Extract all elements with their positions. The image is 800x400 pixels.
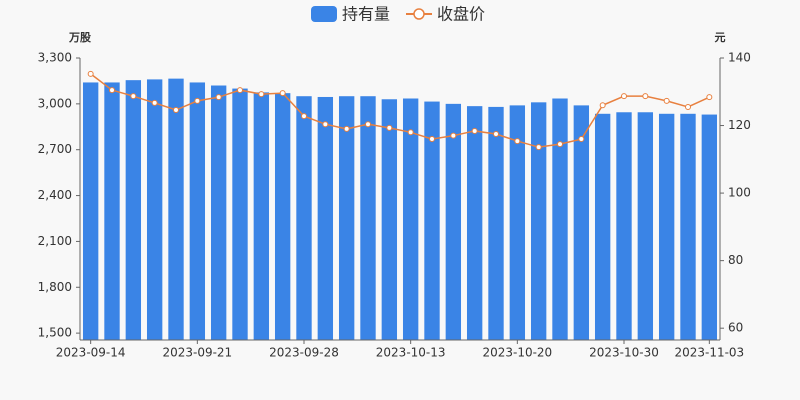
bar: [573, 105, 590, 340]
bar: [82, 82, 99, 340]
x-tick-label: 2023-09-28: [269, 346, 339, 360]
bar: [466, 106, 483, 341]
bar: [424, 101, 440, 340]
point: [493, 130, 499, 137]
point: [109, 87, 115, 94]
point: [535, 144, 542, 151]
x-tick-label: 2023-10-20: [482, 346, 552, 360]
point: [151, 99, 158, 106]
legend: 持有量 收盘价: [311, 5, 485, 24]
y2-tick-label: 120: [728, 118, 751, 132]
bar: [168, 78, 184, 340]
bar: [146, 79, 163, 340]
bar: [637, 112, 654, 340]
x-tick-label: 2023-09-14: [56, 346, 126, 360]
point: [663, 97, 670, 104]
y2-tick-label: 80: [728, 253, 743, 267]
bar: [658, 113, 675, 340]
point: [685, 103, 691, 110]
bar: [253, 92, 270, 340]
y-tick-label: 2,100: [38, 234, 72, 248]
bar: [680, 113, 696, 340]
bar: [488, 106, 504, 340]
y-tick-label: 3,000: [38, 96, 72, 110]
y-tick-label: 3,300: [38, 51, 72, 65]
x-tick-label: 2023-11-03: [674, 346, 744, 360]
x-tick-label: 2023-10-13: [376, 346, 446, 360]
point: [173, 107, 179, 114]
bar: [530, 102, 547, 341]
y2-tick-label: 140: [728, 51, 751, 65]
y-tick-label: 2,400: [38, 188, 72, 202]
bar: [317, 96, 334, 340]
point: [450, 132, 457, 139]
point: [642, 93, 649, 100]
point: [322, 121, 329, 128]
point: [365, 121, 371, 128]
bar: [509, 105, 526, 340]
point: [343, 125, 350, 132]
line: [90, 73, 710, 148]
point: [215, 94, 222, 101]
point: [258, 91, 265, 98]
bar: [402, 98, 419, 341]
y2-tick-label: 100: [728, 186, 751, 200]
y-tick-label: 1,500: [38, 326, 72, 340]
bar: [189, 82, 206, 340]
bar: [210, 85, 227, 340]
bar: [338, 96, 355, 340]
bar: [125, 80, 142, 341]
x-tick-label: 2023-09-21: [162, 346, 232, 360]
point: [194, 97, 201, 104]
legend-label: 收盘价: [437, 5, 485, 24]
bar: [232, 88, 248, 340]
point: [386, 124, 393, 131]
point: [407, 129, 414, 136]
point: [557, 141, 563, 148]
point: [279, 90, 286, 97]
y-tick-label: 2,700: [38, 142, 72, 156]
point: [514, 138, 521, 145]
bar: [552, 98, 568, 341]
bar: [274, 93, 291, 340]
legend-label: 持有量: [342, 5, 390, 24]
point: [471, 127, 478, 134]
point: [599, 102, 606, 109]
bar: [594, 113, 611, 340]
bar: [616, 112, 632, 340]
point: [301, 113, 307, 120]
point: [130, 93, 137, 100]
y2-axis-title: 元: [715, 31, 726, 44]
point: [706, 94, 713, 101]
y-axis-title: 万股: [68, 31, 92, 44]
bar: [445, 103, 462, 340]
point: [237, 87, 243, 94]
x-tick-label: 2023-10-30: [589, 346, 659, 360]
bar: [701, 114, 718, 340]
legend-swatch: [413, 8, 425, 20]
bar: [381, 99, 398, 340]
y2-tick-label: 60: [728, 321, 743, 335]
y-tick-label: 1,800: [38, 280, 72, 294]
point: [578, 136, 585, 143]
point: [621, 93, 627, 100]
bar: [296, 96, 312, 340]
point: [429, 136, 435, 143]
point: [87, 70, 94, 77]
bar: [104, 82, 120, 340]
legend-swatch: [311, 6, 337, 22]
bar: [360, 96, 376, 340]
